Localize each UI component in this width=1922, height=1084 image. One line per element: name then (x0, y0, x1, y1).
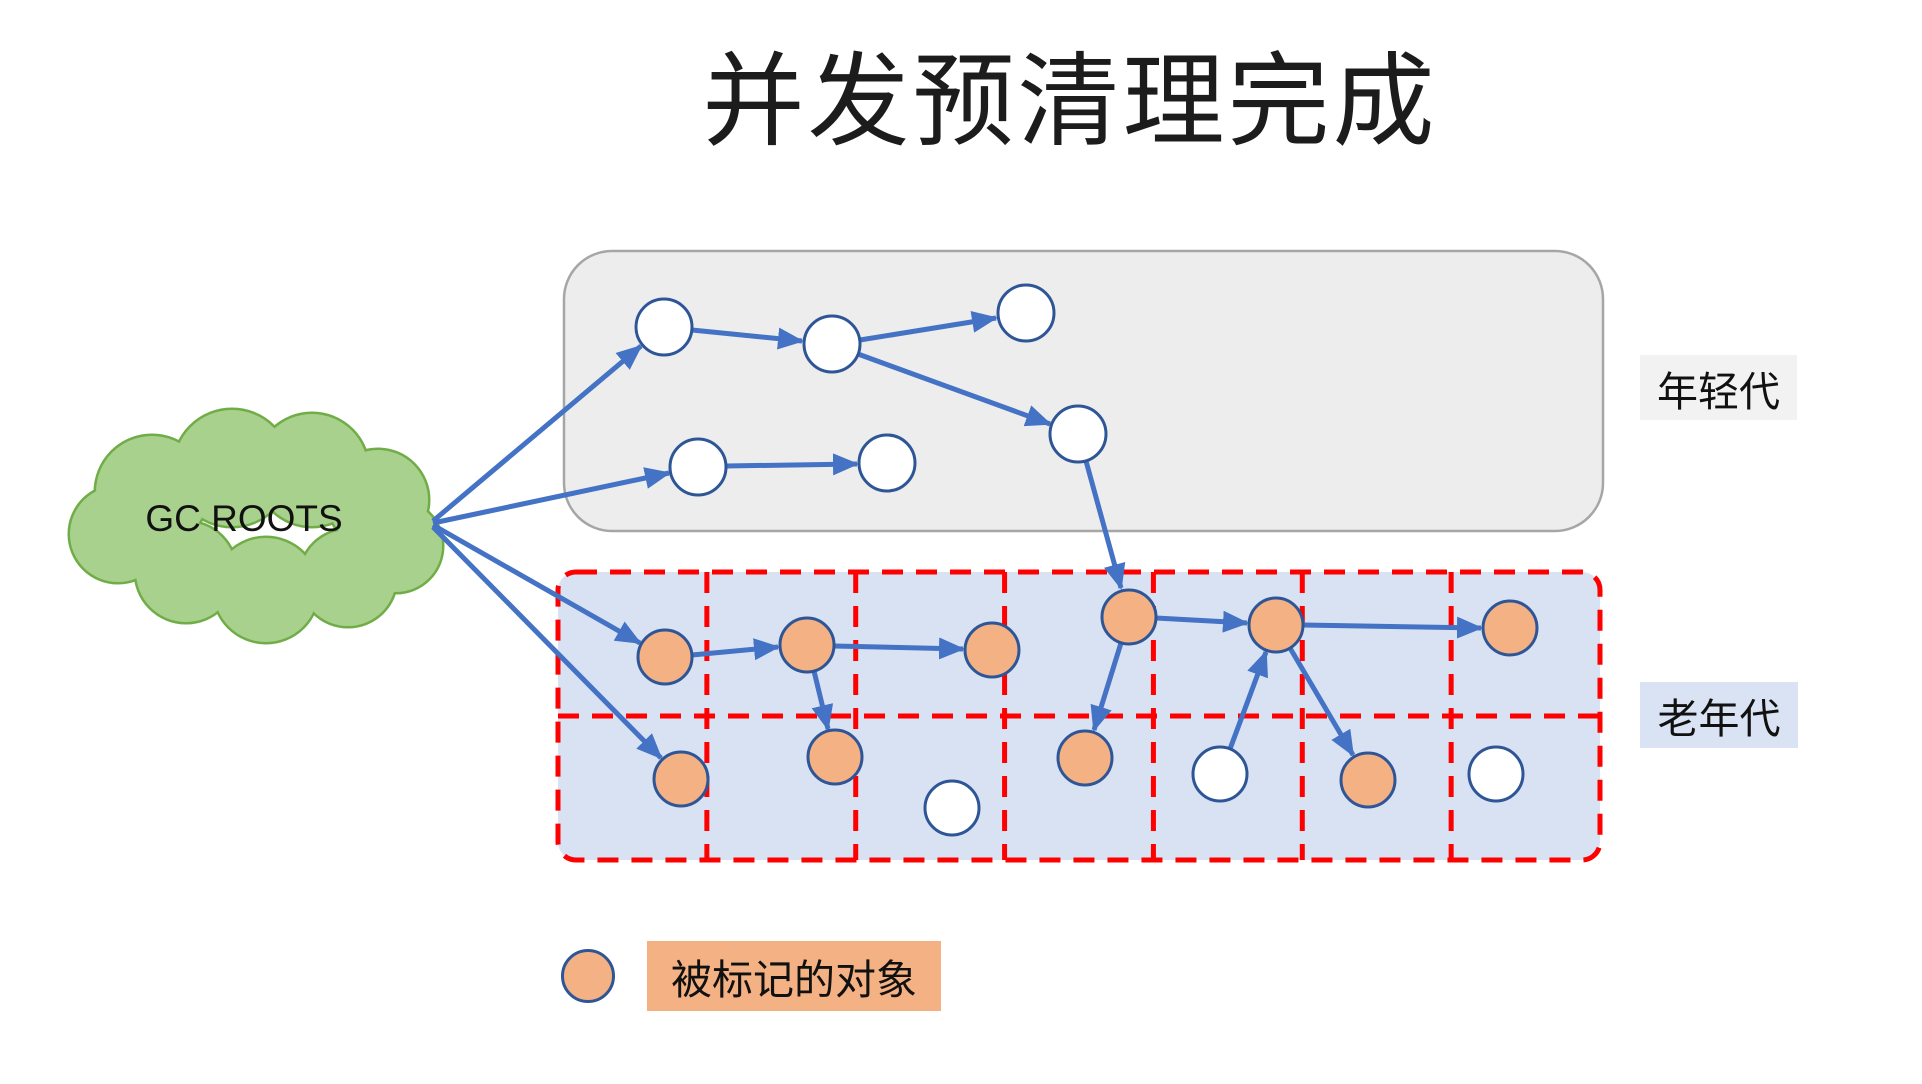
cloud-puff (300, 530, 396, 626)
unmarked-object-y6 (857, 433, 917, 493)
reference-arrow-o2-to-o8 (811, 670, 834, 731)
unmarked-object-o13 (1467, 745, 1525, 803)
marked-object-o2 (778, 616, 836, 674)
unmarked-object-y4 (1048, 404, 1108, 464)
unmarked-object-y1 (634, 297, 694, 357)
reference-arrow-y4-to-o4 (1083, 460, 1126, 590)
legend: 被标记的对象 (561, 938, 941, 1014)
legend-marked-label: 被标记的对象 (647, 941, 941, 1011)
reference-arrow-gc-roots-to-o7 (431, 525, 663, 760)
reference-arrow-y2-to-y3 (859, 310, 998, 343)
cloud-puff (174, 410, 290, 526)
gc-roots-label: GC ROOTS (145, 498, 343, 539)
reference-arrow-gc-roots-to-o1 (431, 522, 642, 646)
heap-objects (634, 283, 1539, 837)
reference-arrow-gc-roots-to-y5 (432, 467, 671, 526)
unmarked-object-y5 (668, 437, 728, 497)
reference-arrows (431, 310, 1483, 760)
marked-object-o7 (652, 750, 710, 808)
marked-object-o12 (1339, 751, 1397, 809)
young-generation-region (562, 249, 1605, 533)
reference-arrow-o2-to-o3 (833, 637, 965, 660)
marked-object-o8 (806, 728, 864, 786)
unmarked-object-o9 (923, 779, 981, 837)
marked-object-o3 (963, 621, 1021, 679)
reference-arrow-o5-to-o6 (1302, 616, 1483, 639)
reference-arrow-o5-to-o12 (1287, 646, 1356, 757)
cloud-puff (214, 538, 318, 642)
marked-object-o6 (1481, 599, 1539, 657)
slide-title: 并发预清理完成 (702, 45, 1438, 159)
unmarked-object-y3 (996, 283, 1056, 343)
marked-object-o5 (1247, 596, 1305, 654)
marked-object-o1 (636, 628, 694, 686)
reference-arrow-y2-to-y4 (857, 351, 1052, 427)
reference-arrow-o1-to-o2 (691, 638, 780, 661)
unmarked-object-y2 (802, 314, 862, 374)
marked-object-swatch (561, 949, 615, 1003)
old-generation-label: 老年代 (1640, 682, 1798, 748)
reference-arrow-o11-to-o5 (1227, 650, 1269, 750)
marked-object-o10 (1056, 729, 1114, 787)
unmarked-object-o11 (1191, 745, 1249, 803)
cloud-puff (70, 486, 166, 582)
reference-arrow-y1-to-y2 (691, 327, 804, 350)
young-generation-label: 年轻代 (1640, 355, 1797, 420)
marked-object-o4 (1100, 588, 1158, 646)
reference-arrow-o4-to-o5 (1155, 610, 1249, 633)
reference-arrow-y5-to-y6 (725, 453, 859, 476)
reference-arrow-gc-roots-to-y1 (431, 344, 643, 523)
gc-roots-cloud (67, 407, 445, 645)
reference-arrow-o4-to-o10 (1090, 642, 1124, 732)
